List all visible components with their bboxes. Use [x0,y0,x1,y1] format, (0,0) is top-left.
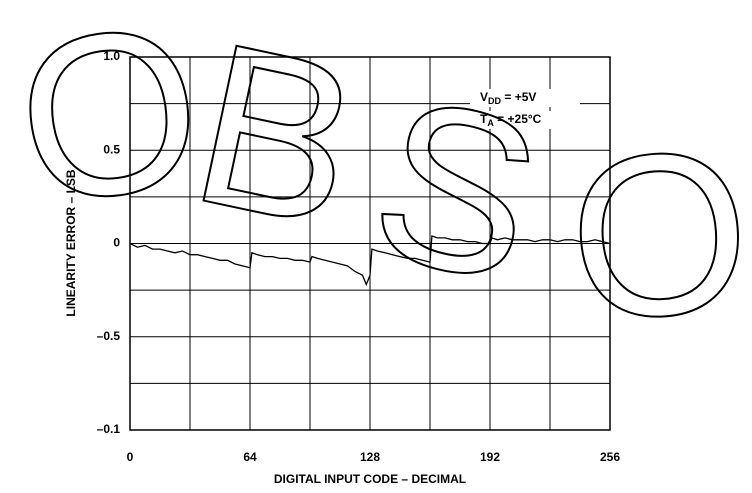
watermark-letter: B [175,0,379,276]
annotation-rest: = +5V [501,90,536,104]
annotation-sub: DD [488,96,501,106]
x-tick-label: 256 [600,450,620,464]
y-tick-label: 0.5 [103,142,120,156]
annotation-sub: A [487,118,494,128]
annotation-bg [470,111,580,129]
y-tick-label: –0.1 [97,422,121,436]
x-axis-title: DIGITAL INPUT CODE – DECIMAL [274,472,466,486]
annotation-bg [470,89,580,107]
x-tick-label: 128 [360,450,380,464]
annotation-rest: = +25°C [494,112,542,126]
x-tick-label: 0 [127,450,134,464]
y-tick-label: –0.5 [97,329,121,343]
x-tick-label: 192 [480,450,500,464]
annotation: TA = +25°C [480,112,542,128]
watermark-letter: O [561,100,752,369]
annotation-main: T [480,112,488,126]
annotation-main: V [480,90,488,104]
data-line [129,235,611,287]
x-tick-label: 64 [243,450,257,464]
watermark-letter: O [3,0,216,254]
y-tick-label: 0 [113,236,120,250]
y-tick-label: 1.0 [103,49,120,63]
y-axis-title: LINEARITY ERROR – LSB [64,169,78,316]
annotation: VDD = +5V [480,90,536,106]
